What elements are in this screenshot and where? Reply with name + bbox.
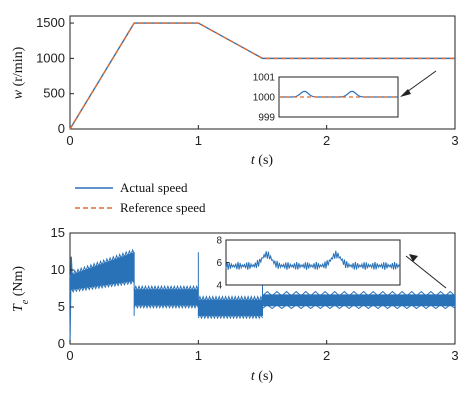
torque-ytick-label: 0: [58, 336, 65, 351]
torque-band-segment: [70, 252, 135, 290]
torque-xtick-label: 1: [195, 348, 202, 363]
speed-inset-ytick-label: 1000: [253, 93, 276, 104]
torque-band-top-edge: [133, 284, 199, 293]
speed-ytick-label: 0: [58, 121, 65, 136]
torque-inset-ytick-label: 6: [216, 258, 222, 269]
torque-inset-arrowhead: [409, 254, 418, 262]
torque-band-bottom-edge: [262, 304, 456, 310]
torque-ytick-label: 15: [51, 225, 65, 240]
torque-band-segment: [262, 294, 455, 307]
speed-xlabel: t (s): [251, 153, 274, 168]
torque-xlabel: t (s): [251, 369, 274, 384]
speed-xtick-label: 0: [66, 133, 73, 148]
torque-inset-frame: [225, 239, 401, 286]
torque-band-segment: [134, 289, 199, 306]
torque-band-top-edge: [262, 290, 456, 297]
torque-band-bottom-edge: [133, 302, 199, 309]
torque-xtick-label: 3: [451, 348, 458, 363]
legend: Actual speed Reference speed: [75, 180, 206, 215]
speed-xtick-label: 3: [451, 133, 458, 148]
torque-band-bottom-edge: [69, 278, 135, 294]
torque-inset-ytick-label: 4: [216, 281, 222, 292]
legend-actual-label: Actual speed: [120, 180, 188, 195]
torque-startup-spike: [69, 256, 74, 342]
reference-speed-line: [69, 22, 455, 130]
torque-band-bottom-edge: [197, 313, 263, 320]
torque-band-segment: [198, 299, 263, 316]
torque-xtick-label: 2: [323, 348, 330, 363]
speed-inset-arrow: [403, 70, 437, 95]
speed-inset-ytick-label: 1001: [253, 73, 276, 84]
torque-ylabel: Te (Nm): [11, 266, 31, 312]
speed-ytick-label: 1000: [36, 50, 65, 65]
speed-inset-ytick-label: 999: [258, 113, 275, 124]
torque-band-top-edge: [69, 248, 135, 277]
speed-xtick-label: 2: [323, 133, 330, 148]
speed-xtick-label: 1: [195, 133, 202, 148]
speed-axes-frame: [69, 15, 456, 130]
torque-inset: 4 6 8: [216, 236, 401, 292]
speed-inset: 999 1000 1001: [253, 73, 399, 124]
torque-inset-ytick-label: 8: [216, 236, 222, 247]
speed-chart: 0 1 2 3 0 500 1000 1500 w (r/min) t (s) 999 1000…: [11, 15, 459, 168]
torque-chart: 0 1 2 3 0 5 10 15 Te (Nm) t (s) 4 6 8: [11, 225, 459, 384]
speed-ytick-label: 500: [43, 86, 65, 101]
torque-inset-arrow: [405, 255, 447, 289]
speed-inset-arrowhead: [400, 89, 411, 97]
speed-ylabel: w (r/min): [11, 46, 26, 99]
torque-xtick-label: 0: [66, 348, 73, 363]
torque-inset-line: [225, 250, 401, 270]
torque-ytick-label: 5: [58, 299, 65, 314]
torque-band-top-edge: [197, 295, 263, 303]
speed-ytick-label: 1500: [36, 15, 65, 30]
legend-reference-label: Reference speed: [120, 200, 206, 215]
torque-ytick-label: 10: [51, 262, 65, 277]
